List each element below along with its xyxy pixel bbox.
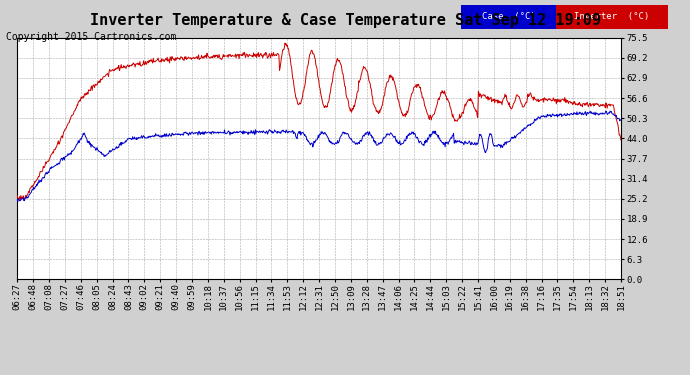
Text: Inverter  (°C): Inverter (°C): [574, 12, 650, 21]
Text: Inverter Temperature & Case Temperature Sat Sep 12 19:09: Inverter Temperature & Case Temperature …: [90, 13, 600, 28]
FancyBboxPatch shape: [556, 5, 668, 28]
Text: Case  (°C): Case (°C): [482, 12, 535, 21]
FancyBboxPatch shape: [461, 5, 556, 28]
Text: Copyright 2015 Cartronics.com: Copyright 2015 Cartronics.com: [6, 32, 176, 42]
